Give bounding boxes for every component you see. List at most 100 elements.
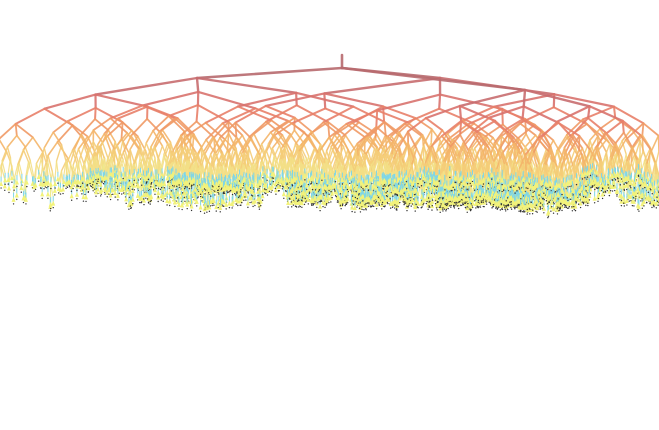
tree-edge bbox=[284, 144, 292, 158]
tree-edge bbox=[38, 158, 42, 171]
tree-edge bbox=[325, 134, 336, 152]
leaf-dot bbox=[162, 200, 164, 203]
leaf-dot bbox=[99, 195, 102, 197]
tree-edge bbox=[67, 106, 97, 122]
leaf-dot bbox=[86, 185, 88, 187]
tree-edge bbox=[22, 149, 30, 163]
tree-edge bbox=[196, 138, 207, 155]
leaf-dot bbox=[43, 188, 45, 190]
tree-edge bbox=[167, 115, 186, 133]
tree-edge bbox=[414, 116, 433, 131]
tree-edge bbox=[261, 157, 265, 175]
leaf-tip bbox=[19, 185, 24, 191]
tree-edge bbox=[328, 136, 339, 155]
leaf-dot bbox=[140, 201, 143, 203]
leaf-dot bbox=[128, 180, 131, 182]
leaf-dot bbox=[174, 205, 176, 208]
tree-edge bbox=[92, 129, 104, 143]
tree-edge bbox=[14, 107, 46, 125]
tree-edge bbox=[185, 121, 207, 138]
tree-edge bbox=[299, 130, 313, 147]
tree-edge bbox=[350, 164, 354, 179]
leaf-dot bbox=[285, 190, 287, 193]
tree-edge bbox=[7, 157, 12, 174]
tree-edge bbox=[137, 156, 141, 170]
tree-edge bbox=[34, 162, 38, 180]
leaf-dot bbox=[147, 201, 150, 204]
leaf-dot bbox=[37, 180, 40, 182]
tree-edge bbox=[35, 151, 44, 165]
tree-edge bbox=[55, 160, 59, 173]
leaf-dot bbox=[217, 189, 220, 191]
leaf-dot bbox=[190, 187, 193, 189]
tree-edge bbox=[338, 145, 345, 159]
leaf-dot bbox=[76, 185, 78, 188]
tree-edge bbox=[90, 160, 94, 177]
tree-edge bbox=[150, 146, 156, 159]
tree-edge bbox=[78, 145, 85, 160]
tree-edge bbox=[248, 120, 268, 138]
leaf-dot bbox=[106, 196, 108, 198]
tree-edge bbox=[155, 159, 159, 176]
leaf-dot bbox=[186, 207, 188, 210]
leaf-dot bbox=[76, 189, 78, 192]
leaf-dot bbox=[324, 206, 326, 209]
tree-edge bbox=[522, 88, 527, 108]
tree-edge bbox=[649, 134, 659, 154]
leaf-dot bbox=[54, 194, 56, 196]
tree-edge bbox=[227, 152, 233, 168]
tree-edge bbox=[204, 105, 239, 124]
tree-edge bbox=[0, 164, 2, 174]
tree-edge bbox=[95, 155, 99, 169]
leaf-dot bbox=[65, 187, 67, 190]
tree-edge bbox=[189, 132, 192, 150]
tree-edge bbox=[185, 135, 197, 154]
tree-edge bbox=[204, 153, 212, 171]
leaf-dot bbox=[130, 207, 133, 209]
tree-edge bbox=[331, 152, 339, 171]
tree-edge bbox=[86, 157, 91, 174]
tree-edge bbox=[195, 76, 200, 94]
leaf-dot bbox=[190, 209, 193, 212]
tree-edge bbox=[336, 152, 344, 167]
leaf-dot bbox=[133, 189, 135, 191]
tree-edge bbox=[234, 121, 253, 140]
leaf-dot bbox=[217, 191, 219, 194]
tree-edge bbox=[424, 117, 444, 132]
leaf-dot bbox=[298, 206, 300, 208]
leaf-dot bbox=[122, 177, 124, 180]
leaf-dot bbox=[92, 181, 94, 183]
tree-edge bbox=[77, 148, 85, 166]
tree-edge bbox=[313, 162, 317, 179]
leaf-dot bbox=[131, 188, 133, 191]
tree-edge bbox=[204, 153, 212, 166]
leaf-tip bbox=[74, 191, 79, 197]
tree-edge bbox=[586, 105, 591, 120]
leaf-dot bbox=[305, 201, 307, 203]
tree-edge bbox=[200, 158, 206, 173]
tree-edge bbox=[383, 120, 387, 136]
leaf-tip bbox=[189, 203, 194, 209]
leaf-dot bbox=[170, 190, 173, 192]
tree-edge bbox=[103, 117, 120, 135]
tree-edge bbox=[69, 148, 76, 164]
leaf-dot bbox=[199, 195, 202, 198]
leaf-tip bbox=[180, 199, 185, 205]
tree-edge bbox=[122, 134, 132, 154]
leaf-tip bbox=[286, 200, 291, 206]
tree-edge bbox=[25, 161, 30, 178]
tree-edge bbox=[43, 147, 49, 163]
leaf-dot bbox=[0, 187, 2, 189]
leaf-dot bbox=[211, 204, 213, 207]
leaf-dot bbox=[168, 204, 171, 207]
leaf-dot bbox=[128, 208, 130, 210]
tree-edge bbox=[160, 153, 165, 167]
tree-edge bbox=[322, 162, 327, 181]
leaf-dot bbox=[81, 182, 84, 184]
tree-edge bbox=[357, 150, 366, 167]
tree-edge bbox=[220, 150, 229, 164]
tree-edge bbox=[167, 104, 199, 118]
tree-edge bbox=[9, 157, 13, 172]
tree-edge bbox=[73, 148, 80, 164]
tree-edge bbox=[348, 154, 356, 173]
